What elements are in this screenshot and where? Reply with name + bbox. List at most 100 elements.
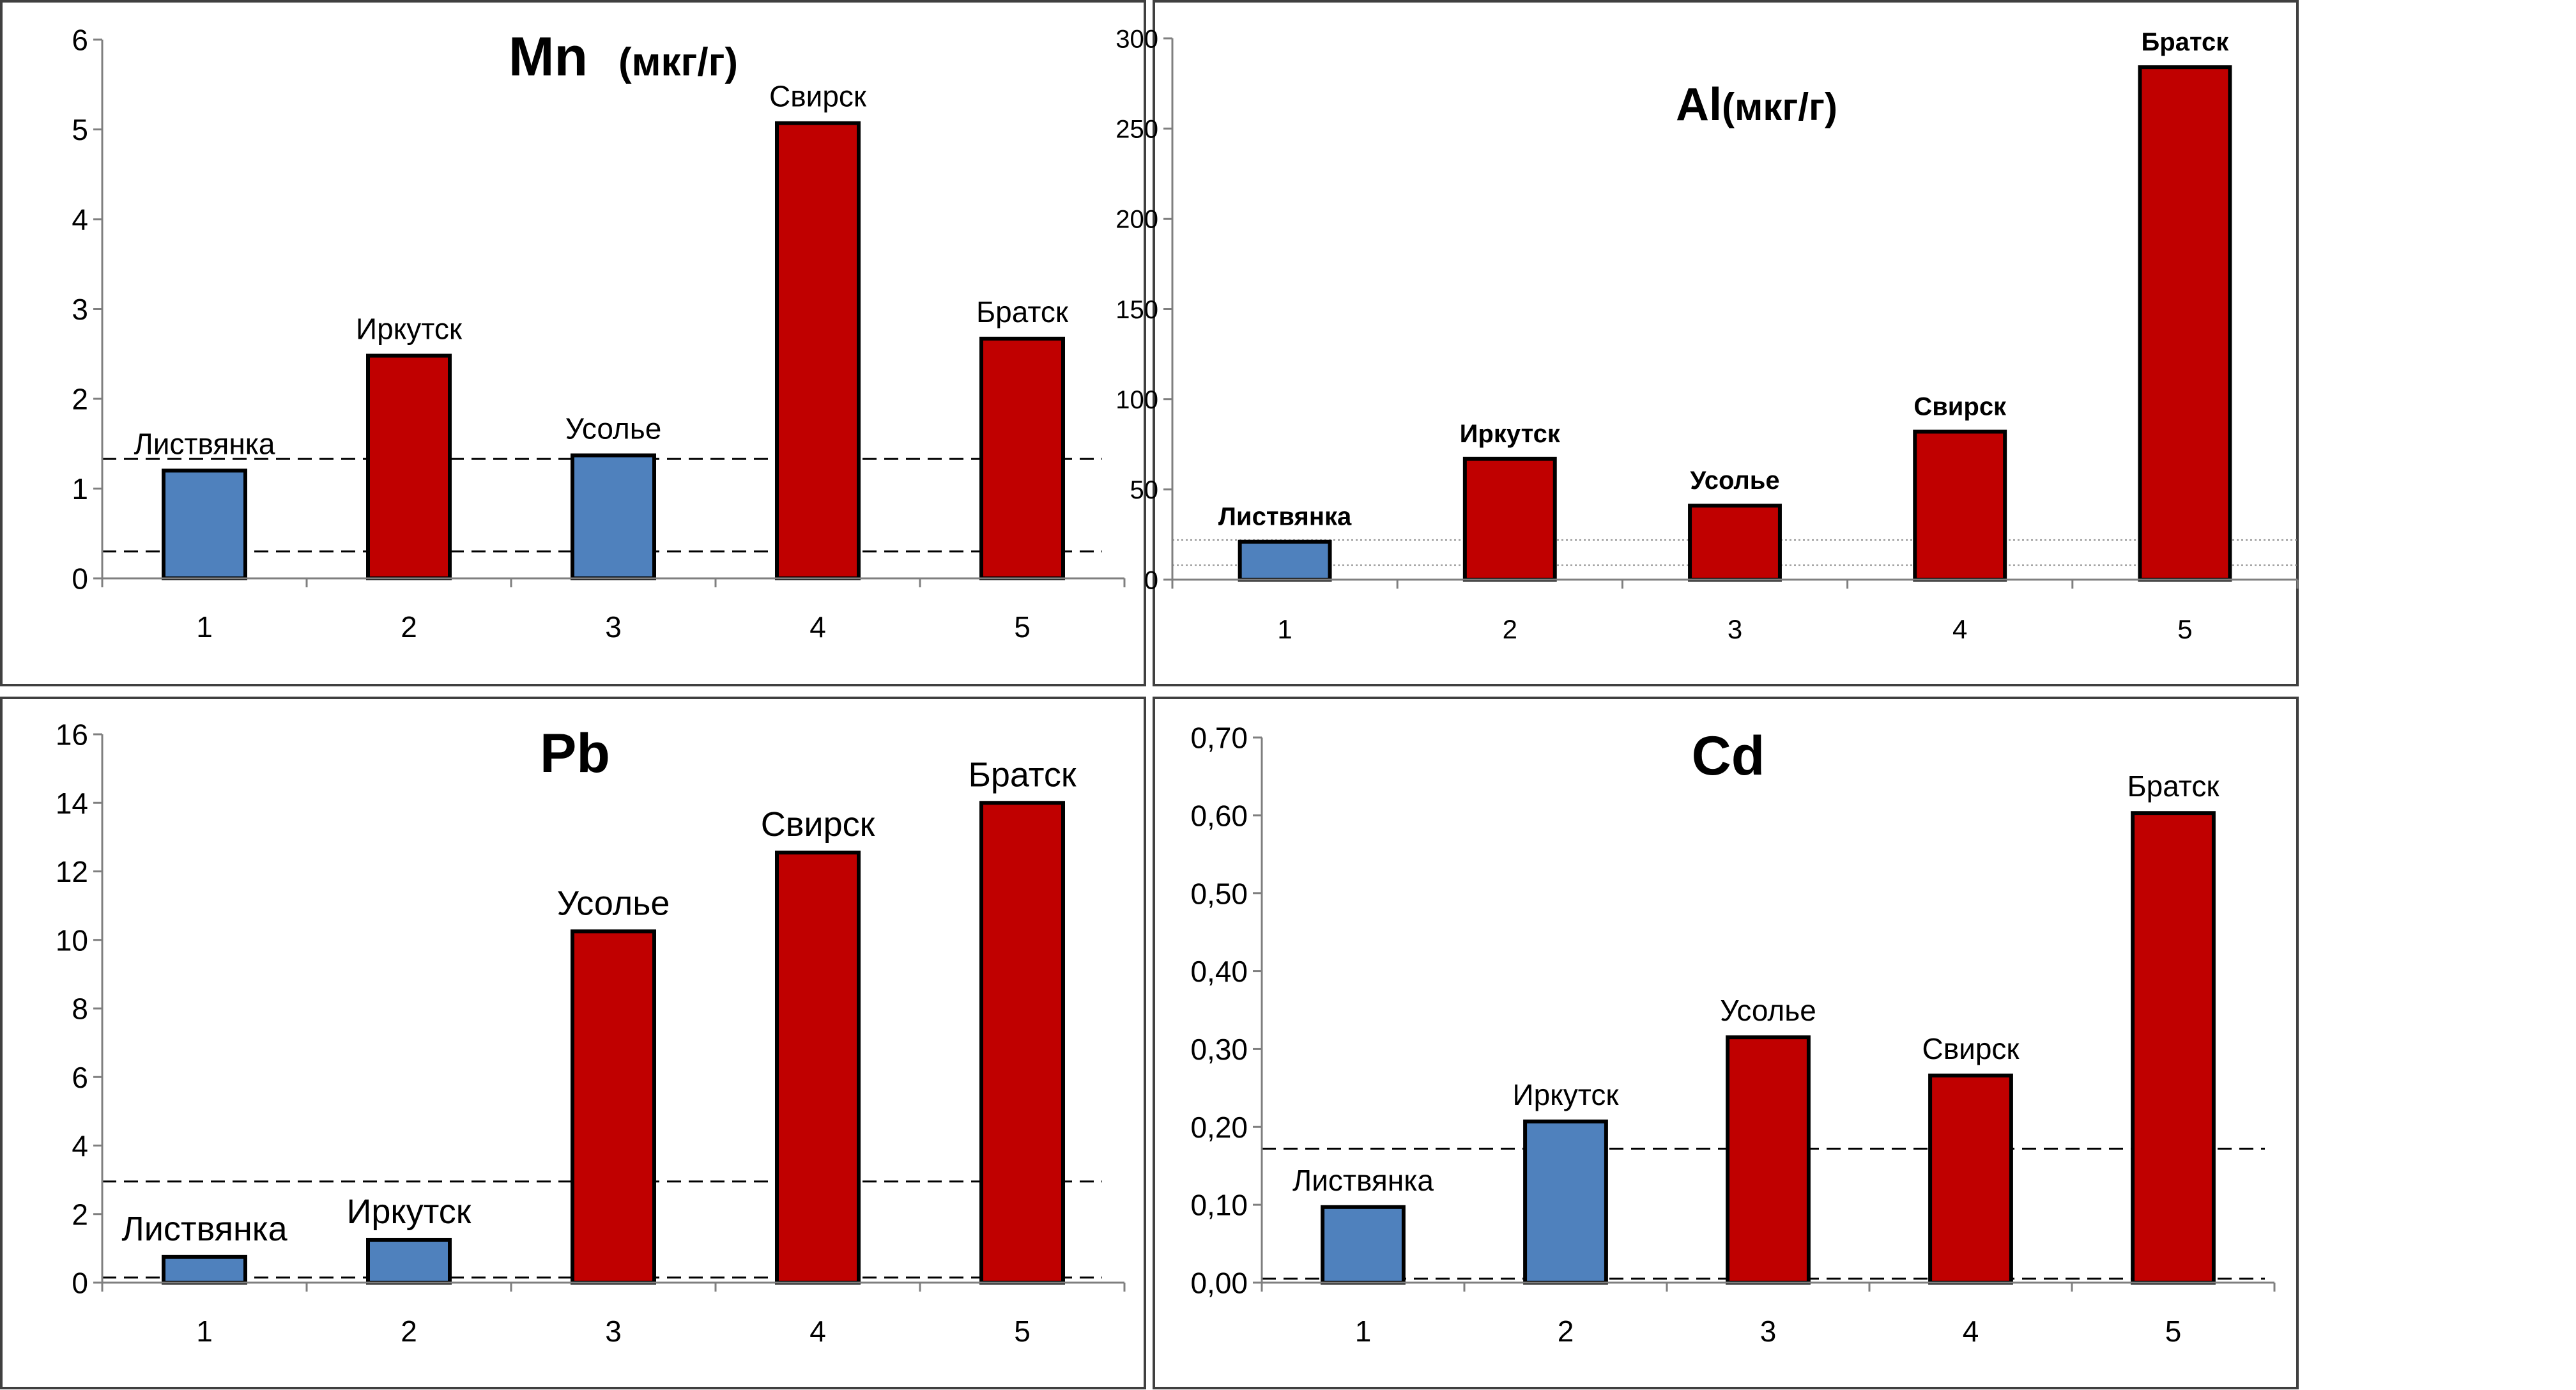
y-tick-label: 10 xyxy=(56,923,88,957)
bar-data-label: Братск xyxy=(2127,769,2220,803)
x-tick-label: 2 xyxy=(1503,614,1517,644)
y-tick-label: 1 xyxy=(72,472,88,506)
bar-data-label: Братск xyxy=(968,755,1076,794)
x-tick-label: 3 xyxy=(1728,614,1742,644)
axes-layer: 1 2 3 4 5 xyxy=(1171,38,2299,644)
chart-panel-cd: 0,00 0,10 0,20 0,30 0,40 0,50 0,60 0,70 Листвян… xyxy=(1153,697,2299,1389)
bar-data-label: Листвянка xyxy=(1292,1164,1434,1197)
bar-data-label: Листвянка xyxy=(1218,503,1352,531)
chart-title: Al xyxy=(1676,79,1722,130)
x-tick-label: 1 xyxy=(196,610,213,644)
bars-layer: Листвянка Иркутск Усолье Свирск Братск xyxy=(134,80,1069,581)
x-tick-label: 4 xyxy=(809,610,826,644)
gridlines-layer: 0 1 2 3 4 5 6 xyxy=(72,24,102,596)
y-tick-label: 0,10 xyxy=(1190,1189,1248,1222)
x-tick-label: 3 xyxy=(605,1315,622,1348)
bar xyxy=(1321,1205,1406,1285)
bar-data-label: Свирск xyxy=(1922,1032,2020,1065)
y-tick-label: 100 xyxy=(1116,386,1158,414)
bar xyxy=(1688,504,1782,582)
y-tick-label: 3 xyxy=(72,293,88,326)
y-tick-label: 6 xyxy=(72,24,88,57)
y-tick-label: 0,50 xyxy=(1190,877,1248,910)
y-tick-label: 0 xyxy=(72,1267,88,1300)
y-tick-label: 4 xyxy=(72,1129,88,1162)
y-tick-label: 2 xyxy=(72,383,88,416)
bar xyxy=(162,468,247,581)
y-tick-label: 0 xyxy=(72,562,88,596)
bar xyxy=(571,929,656,1285)
bar xyxy=(1928,1073,2013,1285)
y-tick-label: 200 xyxy=(1116,206,1158,234)
bar xyxy=(1238,539,1332,582)
gridlines-layer: 0 2 4 6 8 10 12 14 16 xyxy=(56,718,102,1300)
bar-data-label: Листвянка xyxy=(134,427,275,460)
x-tick-label: 5 xyxy=(1014,610,1031,644)
chart-title: Cd xyxy=(1692,725,1765,787)
chart-title: Pb xyxy=(540,723,610,784)
y-tick-label: 5 xyxy=(72,113,88,146)
x-tick-label: 4 xyxy=(1952,614,1967,644)
x-tick-label: 4 xyxy=(809,1315,826,1348)
y-tick-label: 16 xyxy=(56,718,88,752)
x-tick-label: 2 xyxy=(401,1315,417,1348)
y-tick-label: 0,30 xyxy=(1190,1033,1248,1066)
chart-frame xyxy=(0,0,1146,686)
y-tick-label: 0,60 xyxy=(1190,799,1248,832)
bar-data-label: Свирск xyxy=(761,805,875,844)
chart-title: Mn xyxy=(509,26,588,88)
x-tick-label: 5 xyxy=(2177,614,2192,644)
bar xyxy=(775,851,861,1285)
y-tick-label: 0,20 xyxy=(1190,1111,1248,1144)
bar-data-label: Иркутск xyxy=(1460,420,1561,448)
x-tick-label: 4 xyxy=(1963,1315,1979,1348)
bar xyxy=(162,1255,247,1285)
y-tick-label: 2 xyxy=(72,1198,88,1231)
y-tick-label: 4 xyxy=(72,203,88,236)
bar xyxy=(979,801,1065,1285)
x-tick-label: 1 xyxy=(1355,1315,1372,1348)
bar-data-label: Усолье xyxy=(1720,994,1816,1027)
axes-layer: 1 2 3 4 5 xyxy=(1261,737,2276,1348)
y-tick-label: 0,70 xyxy=(1190,722,1248,755)
x-tick-label: 3 xyxy=(1760,1315,1777,1348)
x-tick-label: 1 xyxy=(1277,614,1292,644)
bar-data-label: Свирск xyxy=(1913,392,2007,421)
chart-title-unit: (мкг/г) xyxy=(618,40,738,84)
bar-data-label: Иркутск xyxy=(356,313,463,346)
bar-data-label: Братск xyxy=(976,295,1069,328)
bar-data-label: Братск xyxy=(2142,28,2230,56)
bar xyxy=(979,336,1065,580)
y-tick-label: 250 xyxy=(1116,116,1158,144)
gridlines-layer: 0 50 100 150 200 250 300 xyxy=(1116,25,1172,594)
bar xyxy=(366,353,452,580)
bar xyxy=(1523,1119,1608,1285)
x-tick-label: 2 xyxy=(1558,1315,1574,1348)
x-tick-label: 2 xyxy=(401,610,417,644)
y-tick-label: 14 xyxy=(56,787,88,820)
x-tick-label: 5 xyxy=(1014,1315,1031,1348)
bar xyxy=(366,1237,452,1285)
bar xyxy=(2131,811,2216,1285)
bars-layer: Листвянка Иркутск Усолье Свирск Братск xyxy=(1218,28,2232,582)
bar xyxy=(1726,1035,1811,1285)
y-tick-label: 150 xyxy=(1116,296,1158,324)
x-tick-label: 1 xyxy=(196,1315,213,1348)
y-tick-label: 0 xyxy=(1144,566,1158,594)
chart-panel-al: 0 50 100 150 200 250 300 Листвянка Иркутск Усоль… xyxy=(1116,0,2299,686)
y-tick-label: 50 xyxy=(1130,476,1159,504)
bars-layer: Листвянка Иркутск Усолье Свирск Братск xyxy=(121,755,1077,1285)
y-tick-label: 12 xyxy=(56,855,88,888)
bar-data-label: Усолье xyxy=(565,412,662,445)
bar xyxy=(1462,456,1557,582)
axes-layer: 1 2 3 4 5 xyxy=(101,40,1126,644)
y-tick-label: 6 xyxy=(72,1061,88,1094)
gridlines-layer: 0,00 0,10 0,20 0,30 0,40 0,50 0,60 0,70 xyxy=(1190,722,1262,1300)
bar-data-label: Иркутск xyxy=(347,1193,471,1231)
chart-title-unit: (мкг/г) xyxy=(1722,86,1837,128)
y-tick-label: 0,40 xyxy=(1190,955,1248,988)
bar-data-label: Свирск xyxy=(769,80,867,113)
axes-layer: 1 2 3 4 5 xyxy=(101,734,1126,1348)
bar-data-label: Иркутск xyxy=(1513,1078,1620,1111)
